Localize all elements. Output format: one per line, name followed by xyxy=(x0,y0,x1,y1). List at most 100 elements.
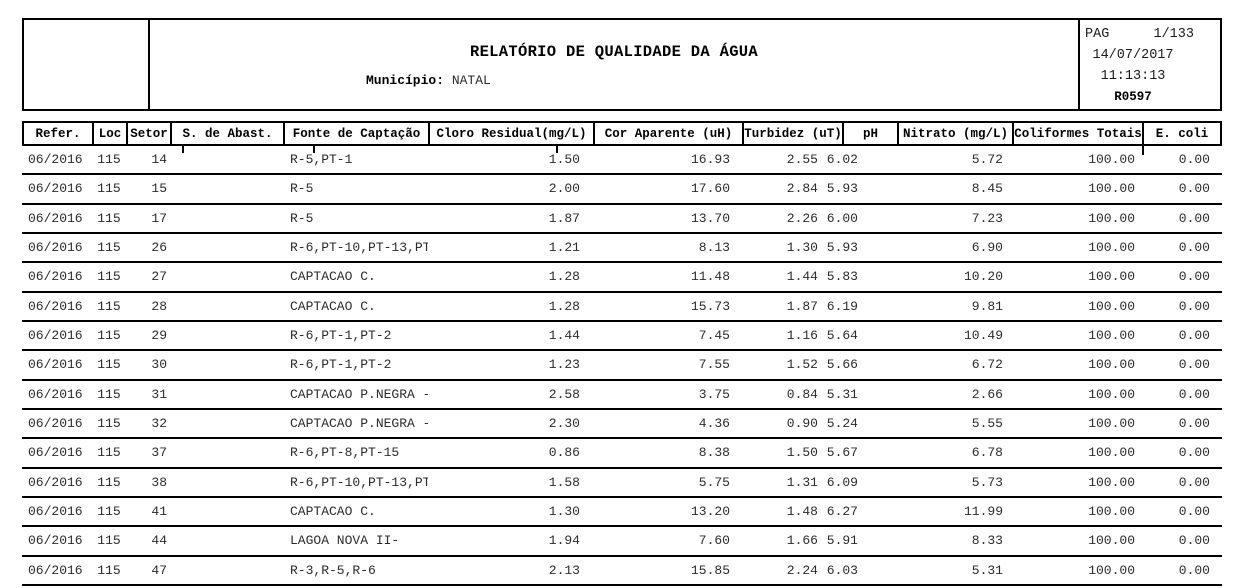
cell-coliformes: 100.00 xyxy=(1088,181,1135,197)
cell-cloro: 2.30 xyxy=(548,416,580,432)
report-time: 11:13:13 xyxy=(1100,69,1166,84)
cell-nitrato: 5.73 xyxy=(971,474,1003,490)
page-title: RELATÓRIO DE QUALIDADE DA ÁGUA xyxy=(469,43,759,61)
cell-ecoli: 0.00 xyxy=(1178,152,1210,168)
cell-turbidez: 1.52 xyxy=(786,357,818,373)
cell-ecoli: 0.00 xyxy=(1178,240,1210,256)
header-cell-9: pH xyxy=(844,123,899,144)
cell-setor: 15 xyxy=(151,181,167,197)
cell-loc: 115 xyxy=(97,298,121,314)
column-tick xyxy=(313,146,315,153)
table-row: 06/2016 115 29 R-6,PT-1,PT-2 1.44 7.45 1.16 5.6… xyxy=(22,322,1222,352)
cell-refer: 06/2016 xyxy=(28,445,83,461)
cell-fonte: R-3,R-5,R-6 xyxy=(290,562,376,578)
column-tick xyxy=(182,146,184,153)
header-cell-8: Turbidez (uT) xyxy=(744,123,844,144)
cell-setor: 17 xyxy=(151,210,167,226)
cell-ecoli: 0.00 xyxy=(1178,416,1210,432)
municipio-label: Município: xyxy=(366,73,445,88)
cell-refer: 06/2016 xyxy=(28,240,83,256)
cell-ecoli: 0.00 xyxy=(1178,298,1210,314)
cell-cor: 15.73 xyxy=(690,298,730,314)
report-date: 14/07/2017 xyxy=(1092,48,1174,63)
cell-refer: 06/2016 xyxy=(28,152,83,168)
cell-ecoli: 0.00 xyxy=(1178,474,1210,490)
cell-fonte: CAPTACAO C. xyxy=(290,298,376,314)
header-cell-4: S. de Abast. xyxy=(172,123,285,144)
cell-cor: 4.36 xyxy=(698,416,730,432)
page-info-box: PAG 1/133 14/07/2017 11:13:13 R0597 xyxy=(1078,20,1220,109)
cell-refer: 06/2016 xyxy=(28,386,83,402)
cell-nitrato: 9.81 xyxy=(971,298,1003,314)
cell-coliformes: 100.00 xyxy=(1088,533,1135,549)
cell-cor: 5.75 xyxy=(698,474,730,490)
cell-ecoli: 0.00 xyxy=(1178,386,1210,402)
cell-turbidez: 1.30 xyxy=(786,240,818,256)
cell-loc: 115 xyxy=(97,474,121,490)
cell-cor: 8.13 xyxy=(698,240,730,256)
cell-setor: 14 xyxy=(151,152,167,168)
cell-loc: 115 xyxy=(97,562,121,578)
cell-refer: 06/2016 xyxy=(28,562,83,578)
cell-loc: 115 xyxy=(97,210,121,226)
cell-cloro: 1.28 xyxy=(548,298,580,314)
cell-coliformes: 100.00 xyxy=(1088,152,1135,168)
report-header: RELATÓRIO DE QUALIDADE DA ÁGUA Município… xyxy=(22,18,1222,111)
cell-cloro: 1.94 xyxy=(548,533,580,549)
cell-cor: 15.85 xyxy=(690,562,730,578)
cell-fonte: R-5 xyxy=(290,210,314,226)
cell-nitrato: 10.20 xyxy=(963,269,1003,285)
cell-loc: 115 xyxy=(97,269,121,285)
table-row: 06/2016 115 41 CAPTACAO C. 1.30 13.20 1.48 6.27… xyxy=(22,498,1222,528)
cell-ecoli: 0.00 xyxy=(1178,533,1210,549)
cell-fonte: R-6,PT-1,PT-2 xyxy=(290,357,392,373)
cell-cloro: 2.00 xyxy=(548,181,580,197)
cell-ecoli: 0.00 xyxy=(1178,181,1210,197)
page-indicator: PAG 1/133 xyxy=(1080,24,1220,45)
header-cell-10: Nitrato (mg/L) xyxy=(899,123,1014,144)
header-cell-2: Loc xyxy=(94,123,128,144)
cell-setor: 29 xyxy=(151,328,167,344)
cell-nitrato: 5.72 xyxy=(971,152,1003,168)
cell-ph: 5.93 xyxy=(826,181,858,197)
cell-cor: 13.70 xyxy=(690,210,730,226)
cell-cloro: 2.13 xyxy=(548,562,580,578)
cell-ph: 5.31 xyxy=(826,386,858,402)
table-row: 06/2016 115 47 R-3,R-5,R-6 2.13 15.85 2.24 6.03… xyxy=(22,557,1222,586)
cell-fonte: R-6,PT-10,PT-13,PT xyxy=(290,474,428,490)
cell-ecoli: 0.00 xyxy=(1178,210,1210,226)
cell-turbidez: 2.84 xyxy=(786,181,818,197)
cell-turbidez: 1.16 xyxy=(786,328,818,344)
table-row: 06/2016 115 44 LAGOA NOVA II- 1.94 7.60 1.66 5.… xyxy=(22,527,1222,557)
cell-coliformes: 100.00 xyxy=(1088,562,1135,578)
cell-setor: 41 xyxy=(151,504,167,520)
page-number: 1/133 xyxy=(1153,27,1194,42)
cell-loc: 115 xyxy=(97,152,121,168)
cell-refer: 06/2016 xyxy=(28,328,83,344)
cell-turbidez: 1.66 xyxy=(786,533,818,549)
cell-ph: 5.83 xyxy=(826,269,858,285)
header-cell-3: Setor xyxy=(128,123,172,144)
table-row: 06/2016 115 32 CAPTACAO P.NEGRA - 2.30 4.36 0.… xyxy=(22,410,1222,440)
cell-loc: 115 xyxy=(97,328,121,344)
cell-coliformes: 100.00 xyxy=(1088,240,1135,256)
cell-setor: 28 xyxy=(151,298,167,314)
cell-nitrato: 6.90 xyxy=(971,240,1003,256)
cell-cloro: 1.23 xyxy=(548,357,580,373)
column-tick xyxy=(1142,146,1144,155)
cell-setor: 38 xyxy=(151,474,167,490)
municipio-value: NATAL xyxy=(451,73,491,88)
cell-fonte: CAPTACAO P.NEGRA - xyxy=(290,386,428,402)
cell-loc: 115 xyxy=(97,386,121,402)
cell-coliformes: 100.00 xyxy=(1088,298,1135,314)
cell-ph: 5.24 xyxy=(826,416,858,432)
cell-ph: 6.27 xyxy=(826,504,858,520)
cell-ph: 5.91 xyxy=(826,533,858,549)
cell-fonte: CAPTACAO C. xyxy=(290,269,376,285)
cell-loc: 115 xyxy=(97,445,121,461)
cell-setor: 30 xyxy=(151,357,167,373)
table-row: 06/2016 115 14 R-5,PT-1 1.50 16.93 2.55 6.02 5.7… xyxy=(22,146,1222,176)
cell-refer: 06/2016 xyxy=(28,416,83,432)
cell-ecoli: 0.00 xyxy=(1178,504,1210,520)
cell-nitrato: 6.72 xyxy=(971,357,1003,373)
